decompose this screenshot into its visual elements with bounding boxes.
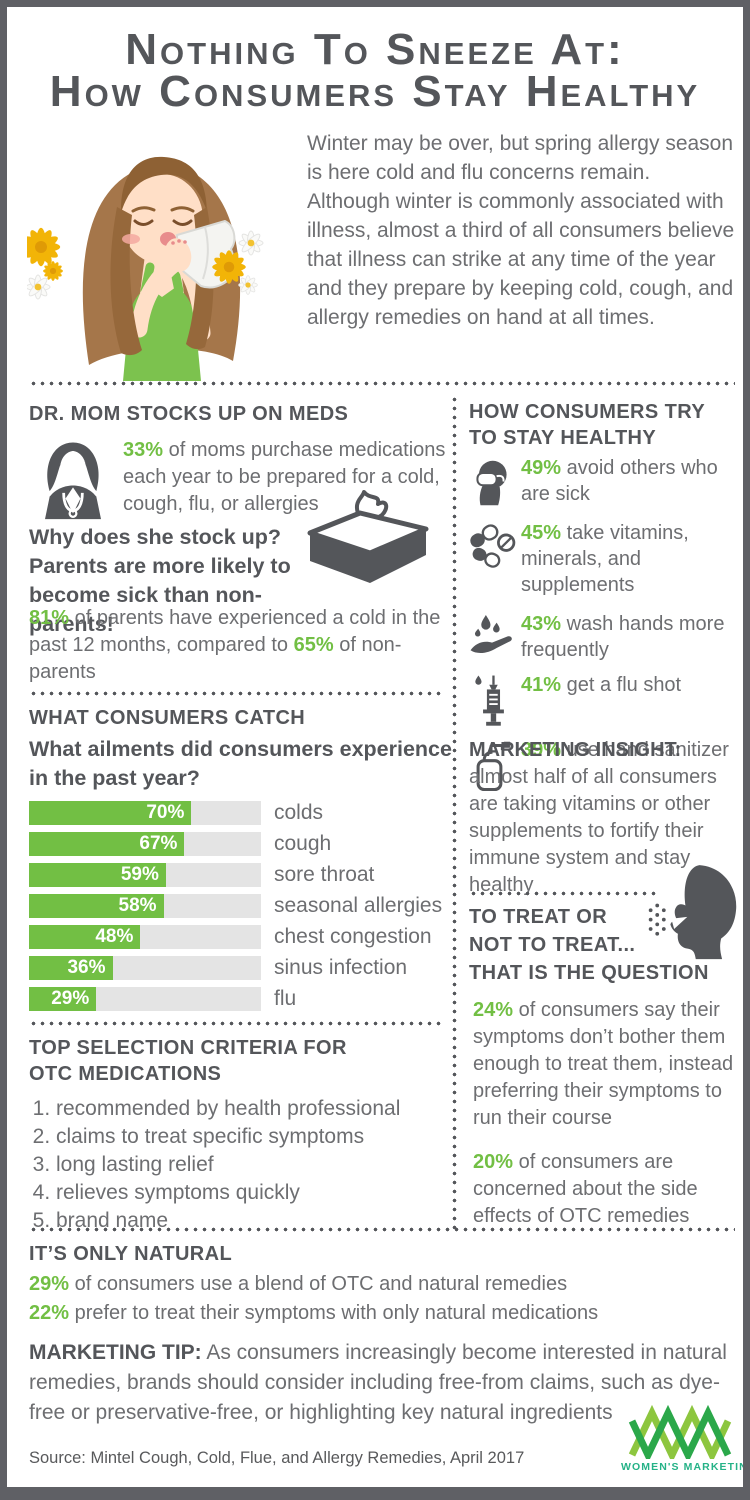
divider-columns: [452, 395, 457, 1229]
chart-question: What ailments did consumers experience i…: [29, 737, 452, 790]
stat-pct: 45%: [521, 522, 562, 544]
parents-text-1: of parents have experienced a cold in th…: [29, 607, 441, 656]
criteria-list: recommended by health professional claim…: [29, 1095, 449, 1235]
womens-marketing-logo-icon: [628, 1405, 732, 1459]
divider-bottom: [29, 1227, 735, 1232]
criteria-header: TOP SELECTION CRITERIA FOR OTC MEDICATIO…: [29, 1037, 347, 1085]
stat-flu-shot: 41% get a flu shot: [469, 672, 741, 728]
marketing-tip-text: As consumers increasingly become interes…: [29, 1341, 727, 1424]
what-consumers-catch-header: WHAT CONSUMERS CATCH: [29, 707, 306, 729]
parents-cold-stat: 81% of parents have experienced a cold i…: [29, 605, 449, 686]
divider-right-short: [469, 891, 659, 896]
criteria-item-3: long lasting relief: [56, 1151, 449, 1179]
intro-paragraph: Winter may be over, but spring allergy s…: [307, 132, 735, 329]
bar-row-seasonal-allergies: 58% seasonal allergies: [29, 894, 461, 918]
bar-row-chest-congestion: 48% chest congestion: [29, 925, 461, 949]
bar-sore-throat: 59%: [29, 863, 166, 887]
criteria-item-5: brand name: [56, 1207, 449, 1235]
page-title-line2: How Consumers Stay Healthy: [49, 67, 701, 116]
syringe-icon: [469, 672, 521, 728]
ailments-bar-chart: 70% colds 67% cough 59% sore throat 58% …: [29, 801, 461, 1018]
marketing-tip-label: MARKETING TIP:: [29, 1341, 202, 1364]
divider-left-2: [29, 1021, 444, 1026]
sneezing-head-icon: [645, 861, 739, 967]
stat-text: avoid others who are sick: [521, 457, 718, 505]
page-title: Nothing To Sneeze At: How Consumers Stay…: [7, 25, 743, 116]
parents-text-2: of non-parents: [29, 634, 402, 683]
sneezing-woman-icon: [27, 156, 264, 381]
treat-stat-24: 24% of consumers say their symptoms don’…: [473, 997, 739, 1132]
divider-top: [29, 381, 735, 386]
parents-pct-81: 81%: [29, 607, 70, 629]
page-title-line1: Nothing To Sneeze At:: [125, 25, 625, 74]
criteria-item-2: claims to treat specific symptoms: [56, 1123, 449, 1151]
divider-left-1: [29, 691, 444, 696]
bar-label-chest-congestion: chest congestion: [274, 925, 432, 948]
moms-stat: 33% of moms purchase medications each ye…: [123, 437, 455, 518]
female-doctor-icon: [31, 435, 115, 521]
bar-row-flu: 29% flu: [29, 987, 461, 1011]
criteria-item-1: recommended by health professional: [56, 1095, 449, 1123]
bar-row-cough: 67% cough: [29, 832, 461, 856]
bar-label-sore-throat: sore throat: [274, 863, 375, 886]
stat-sanitizer: 39% use hand sanitizer: [469, 737, 741, 793]
bar-label-flu: flu: [274, 987, 297, 1010]
stat-pct: 43%: [521, 613, 562, 635]
stat-text: wash hands more frequently: [521, 613, 725, 661]
pills-icon: [469, 520, 521, 598]
treat-header: TO TREAT OR NOT TO TREAT... THAT IS THE …: [469, 906, 709, 984]
source-note: Source: Mintel Cough, Cold, Flue, and Al…: [29, 1449, 525, 1467]
bar-chest-congestion: 48%: [29, 925, 141, 949]
wash-hands-icon: [469, 611, 521, 663]
stat-vitamins: 45% take vitamins, minerals, and supplem…: [469, 520, 741, 598]
sneezing-woman-illustration: [27, 115, 297, 381]
tissue-box-icon: [302, 489, 436, 587]
criteria-item-4: relieves symptoms quickly: [56, 1179, 449, 1207]
moms-stat-text: of moms purchase medications each year t…: [123, 439, 446, 515]
bar-colds: 70%: [29, 801, 192, 825]
natural-header: IT’S ONLY NATURAL: [29, 1243, 233, 1265]
treat-pct-24: 24%: [473, 999, 514, 1021]
dr-mom-header: DR. MOM STOCKS UP ON MEDS: [29, 403, 349, 425]
womens-marketing-logo-text: WOMEN'S MARKETING: [621, 1461, 750, 1473]
bar-row-colds: 70% colds: [29, 801, 461, 825]
bar-sinus-infection: 36%: [29, 956, 113, 980]
stat-text: take vitamins, minerals, and supplements: [521, 522, 689, 596]
womens-marketing-logo: WOMEN'S MARKETING: [621, 1405, 750, 1473]
treat-text-20: of consumers are concerned about the sid…: [473, 1151, 698, 1227]
natural-stat-29: 29% of consumers use a blend of OTC and …: [29, 1273, 568, 1295]
bar-label-cough: cough: [274, 832, 332, 855]
bar-row-sinus-infection: 36% sinus infection: [29, 956, 461, 980]
face-mask-icon: [469, 455, 521, 509]
marketing-insight-text: almost half of all consumers are taking …: [469, 766, 717, 896]
bar-row-sore-throat: 59% sore throat: [29, 863, 461, 887]
bar-cough: 67%: [29, 832, 185, 856]
stat-avoid-sick: 49% avoid others who are sick: [469, 455, 741, 509]
bar-label-sinus-infection: sinus infection: [274, 956, 408, 979]
treat-stat-20: 20% of consumers are concerned about the…: [473, 1149, 739, 1230]
hand-sanitizer-icon: [469, 737, 521, 793]
parents-pct-65: 65%: [293, 634, 334, 656]
stat-wash-hands: 43% wash hands more frequently: [469, 611, 741, 663]
why-stock-up-text: Why does she stock up? Parents are more …: [29, 525, 291, 636]
treat-text-24: of consumers say their symptoms don’t bo…: [473, 999, 734, 1129]
treat-pct-20: 20%: [473, 1151, 514, 1173]
marketing-tip: MARKETING TIP: As consumers increasingly…: [29, 1338, 741, 1428]
bar-label-seasonal-allergies: seasonal allergies: [274, 894, 443, 917]
stat-pct: 39%: [521, 739, 562, 761]
bar-label-colds: colds: [274, 801, 324, 824]
stat-text: get a flu shot: [566, 674, 682, 696]
stay-healthy-header: HOW CONSUMERS TRY TO STAY HEALTHY: [469, 401, 706, 449]
natural-stat-22: 22% prefer to treat their symptoms with …: [29, 1302, 599, 1324]
moms-stat-pct: 33%: [123, 439, 164, 461]
stay-healthy-list: 49% avoid others who are sick 45%: [469, 455, 741, 804]
bar-seasonal-allergies: 58%: [29, 894, 164, 918]
bar-flu: 29%: [29, 987, 97, 1011]
stat-pct: 49%: [521, 457, 562, 479]
marketing-insight-label: MARKETING INSIGHT:: [469, 739, 682, 761]
stat-pct: 41%: [521, 674, 562, 696]
marketing-insight: MARKETING INSIGHT: almost half of all co…: [469, 737, 743, 899]
stat-text: use hand sanitizer: [566, 739, 729, 761]
